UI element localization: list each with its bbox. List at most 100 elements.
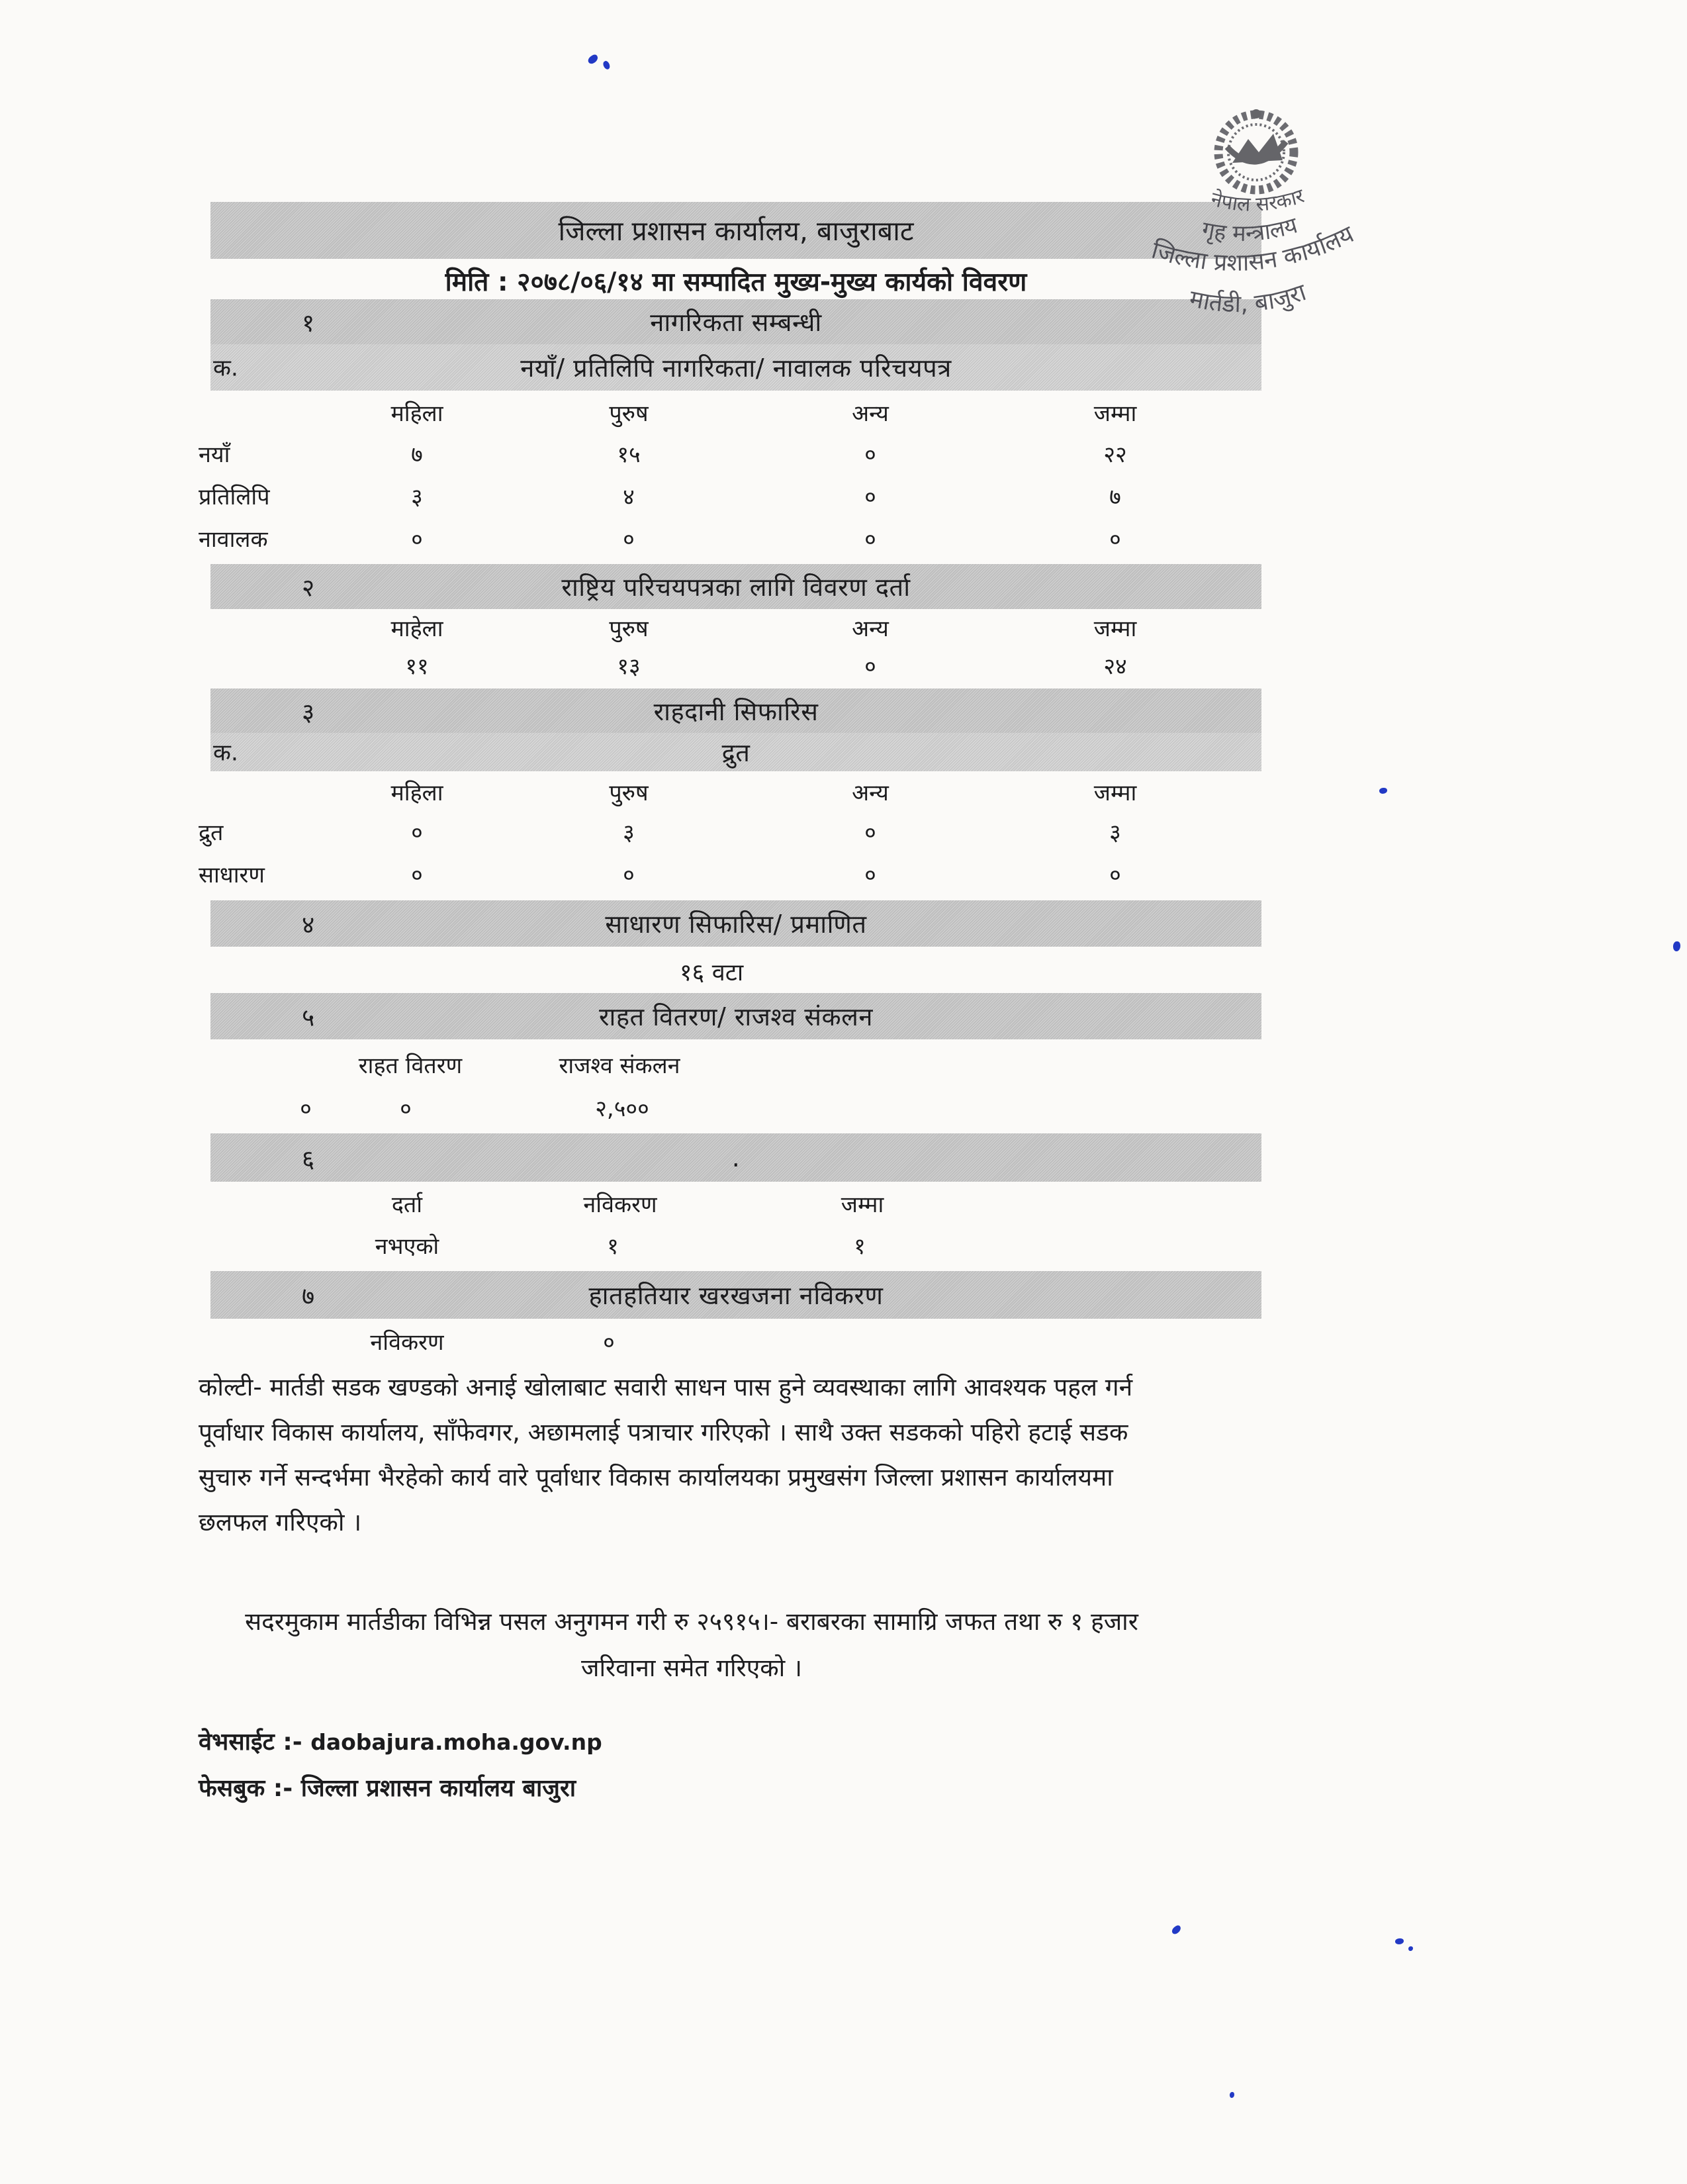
row-label: नभएको — [375, 1233, 439, 1260]
ink-mark — [1673, 941, 1680, 951]
section-5-title: राहत वितरण/ राजश्व संकलन — [599, 1002, 873, 1031]
table-row: नावालक ० ० ० ० — [0, 523, 1687, 556]
office-title: जिल्ला प्रशासन कार्यालय, बाजुराबाट — [558, 215, 914, 247]
ink-mark — [586, 53, 600, 66]
cell-value: ० — [623, 526, 635, 553]
section-4-title: साधारण सिफारिस/ प्रमाणित — [605, 910, 867, 939]
col-header: पुरुष — [609, 616, 649, 642]
ink-mark — [602, 60, 612, 71]
cell-value: २४ — [1103, 653, 1127, 680]
stamp-government-text: नेपाल सरकार — [1208, 184, 1308, 216]
paragraph-line: पूर्वाधार विकास कार्यालय, साँफेवगर, अछाम… — [199, 1418, 1128, 1447]
section-3-subbar: क. द्रुत — [210, 733, 1261, 771]
table-row: प्रतिलिपि ३ ४ ० ७ — [0, 481, 1687, 514]
stamp-place-text: मार्तडी, बाजुरा — [1187, 279, 1310, 318]
cell-value: ० — [864, 526, 876, 553]
stamp-ministry-text: गृह मन्त्रालय — [1200, 212, 1301, 247]
cell-value: ३ — [623, 820, 635, 846]
cell-value: ० — [864, 484, 876, 510]
col-header: महिला — [390, 780, 443, 806]
website-url: daobajura.moha.gov.np — [310, 1729, 602, 1755]
col-header: राजश्व संकलन — [559, 1053, 680, 1079]
row-label: नविकरण — [370, 1329, 444, 1356]
svg-text:मार्तडी, बाजुरा: मार्तडी, बाजुरा — [1187, 279, 1310, 318]
table-row: नयाँ ७ १५ ० २२ — [0, 438, 1687, 471]
cell-value: ० — [623, 862, 635, 888]
col-header: दर्ता — [391, 1192, 423, 1218]
section-3-sub-title: द्रुत — [721, 738, 751, 767]
section-3-bar: ३ राहदानी सिफारिस — [210, 688, 1261, 733]
section-4-bar: ४ साधारण सिफारिस/ प्रमाणित — [210, 900, 1261, 947]
cell-value: ३ — [411, 484, 423, 510]
cell-value: ० — [603, 1329, 615, 1356]
ink-mark — [1395, 1938, 1404, 1944]
facebook-line: फेसबुक :- जिल्ला प्रशासन कार्यालय बाजुरा — [199, 1771, 576, 1803]
cell-value: ० — [411, 526, 423, 553]
ink-mark — [1379, 788, 1387, 794]
svg-text:नेपाल सरकार: नेपाल सरकार — [1208, 184, 1308, 216]
table-row: साधारण ० ० ० ० — [0, 859, 1687, 892]
cell-value: १ — [854, 1233, 866, 1260]
col-header: जम्मा — [1093, 616, 1137, 642]
cell-value: ० — [411, 862, 423, 888]
section-2-bar: २ राष्ट्रिय परिचयपत्रका लागि विवरण दर्ता — [210, 564, 1261, 609]
section-1-sub-label: क. — [213, 355, 239, 382]
col-header: जम्मा — [1093, 780, 1137, 806]
section-3-number: ३ — [302, 698, 315, 726]
table-2-header-row: माहेला पुरुष अन्य जम्मा — [0, 612, 1687, 645]
row-label: नावालक — [199, 526, 268, 553]
paragraph-line: सदरमुकाम मार्तडीका विभिन्न पसल अनुगमन गर… — [245, 1607, 1138, 1636]
row-label: द्रुत — [199, 820, 224, 846]
section-1-sub-title: नयाँ/ प्रतिलिपि नागरिकता/ नावालक परिचयपत… — [520, 354, 952, 383]
svg-text:गृह मन्त्रालय: गृह मन्त्रालय — [1200, 212, 1301, 247]
date-line: मिति : २०७८/०६/१४ मा सम्पादित मुख्य-मुख्… — [210, 263, 1261, 303]
office-stamp: नेपाल सरकार गृह मन्त्रालय जिल्ला प्रशासन… — [1148, 109, 1359, 318]
paragraph-road-update: कोल्टी- मार्तडी सडक खण्डको अनाई खोलाबाट … — [199, 1365, 1231, 1545]
cell-value: ० — [864, 442, 876, 468]
cell-value: ७ — [1109, 484, 1121, 510]
cell-value: २२ — [1103, 442, 1127, 468]
col-header: अन्य — [852, 780, 889, 806]
section-5-values-row: ० ० २,५०० — [0, 1092, 1687, 1125]
col-header: माहेला — [390, 616, 443, 642]
section-7-bar: ७ हातहतियार खरखजना नविकरण — [210, 1271, 1261, 1319]
table-3-header-row: महिला पुरुष अन्य जम्मा — [0, 777, 1687, 810]
col-header: अन्य — [852, 616, 889, 642]
cell-value: ० — [400, 1096, 412, 1122]
section-5-labels-row: राहत वितरण राजश्व संकलन — [0, 1049, 1687, 1082]
paragraph-line: छलफल गरिएको । — [199, 1508, 362, 1537]
section-6-bar: ६ . — [210, 1133, 1261, 1182]
cell-value: ० — [1109, 526, 1121, 553]
section-1-number: १ — [302, 309, 315, 338]
section-1-title: नागरिकता सम्बन्धी — [650, 308, 822, 337]
section-5-number: ५ — [302, 1003, 315, 1032]
row-label: साधारण — [199, 862, 265, 888]
cell-value: ० — [864, 862, 876, 888]
table-row: नभएको १ १ — [0, 1230, 1687, 1263]
section-4-number: ४ — [302, 910, 315, 939]
ink-mark — [1170, 1924, 1183, 1936]
section-4-value-row: १६ वटा — [0, 955, 1687, 988]
section-6-number: ६ — [302, 1145, 315, 1173]
website-label: वेभसाईट :- — [199, 1729, 302, 1756]
cell-value: ३ — [1109, 820, 1121, 846]
section-2-title: राष्ट्रिय परिचयपत्रका लागि विवरण दर्ता — [561, 573, 911, 602]
facebook-value: जिल्ला प्रशासन कार्यालय बाजुरा — [300, 1775, 576, 1802]
section-4-value: १६ वटा — [679, 959, 744, 986]
col-header: जम्मा — [841, 1192, 884, 1218]
cell-value: २,५०० — [595, 1096, 649, 1122]
table-row: द्रुत ० ३ ० ३ — [0, 816, 1687, 849]
section-1-subbar: क. नयाँ/ प्रतिलिपि नागरिकता/ नावालक परिच… — [210, 344, 1261, 391]
row-label: प्रतिलिपि — [199, 484, 270, 510]
header-bar: जिल्ला प्रशासन कार्यालय, बाजुराबाट — [210, 202, 1261, 259]
col-header: पुरुष — [609, 780, 649, 806]
date-line-text: मिति : २०७८/०६/१४ मा सम्पादित मुख्य-मुख्… — [439, 267, 1032, 303]
section-1-bar: १ नागरिकता सम्बन्धी — [210, 299, 1261, 344]
section-6-title: . — [731, 1143, 741, 1172]
paragraph-line: कोल्टी- मार्तडी सडक खण्डको अनाई खोलाबाट … — [199, 1373, 1133, 1401]
cell-value: ११ — [405, 653, 429, 680]
cell-value: १ — [607, 1233, 619, 1260]
section-5-bar: ५ राहत वितरण/ राजश्व संकलन — [210, 993, 1261, 1039]
table-1-header-row: महिला पुरुष अन्य जम्मा — [0, 397, 1687, 430]
